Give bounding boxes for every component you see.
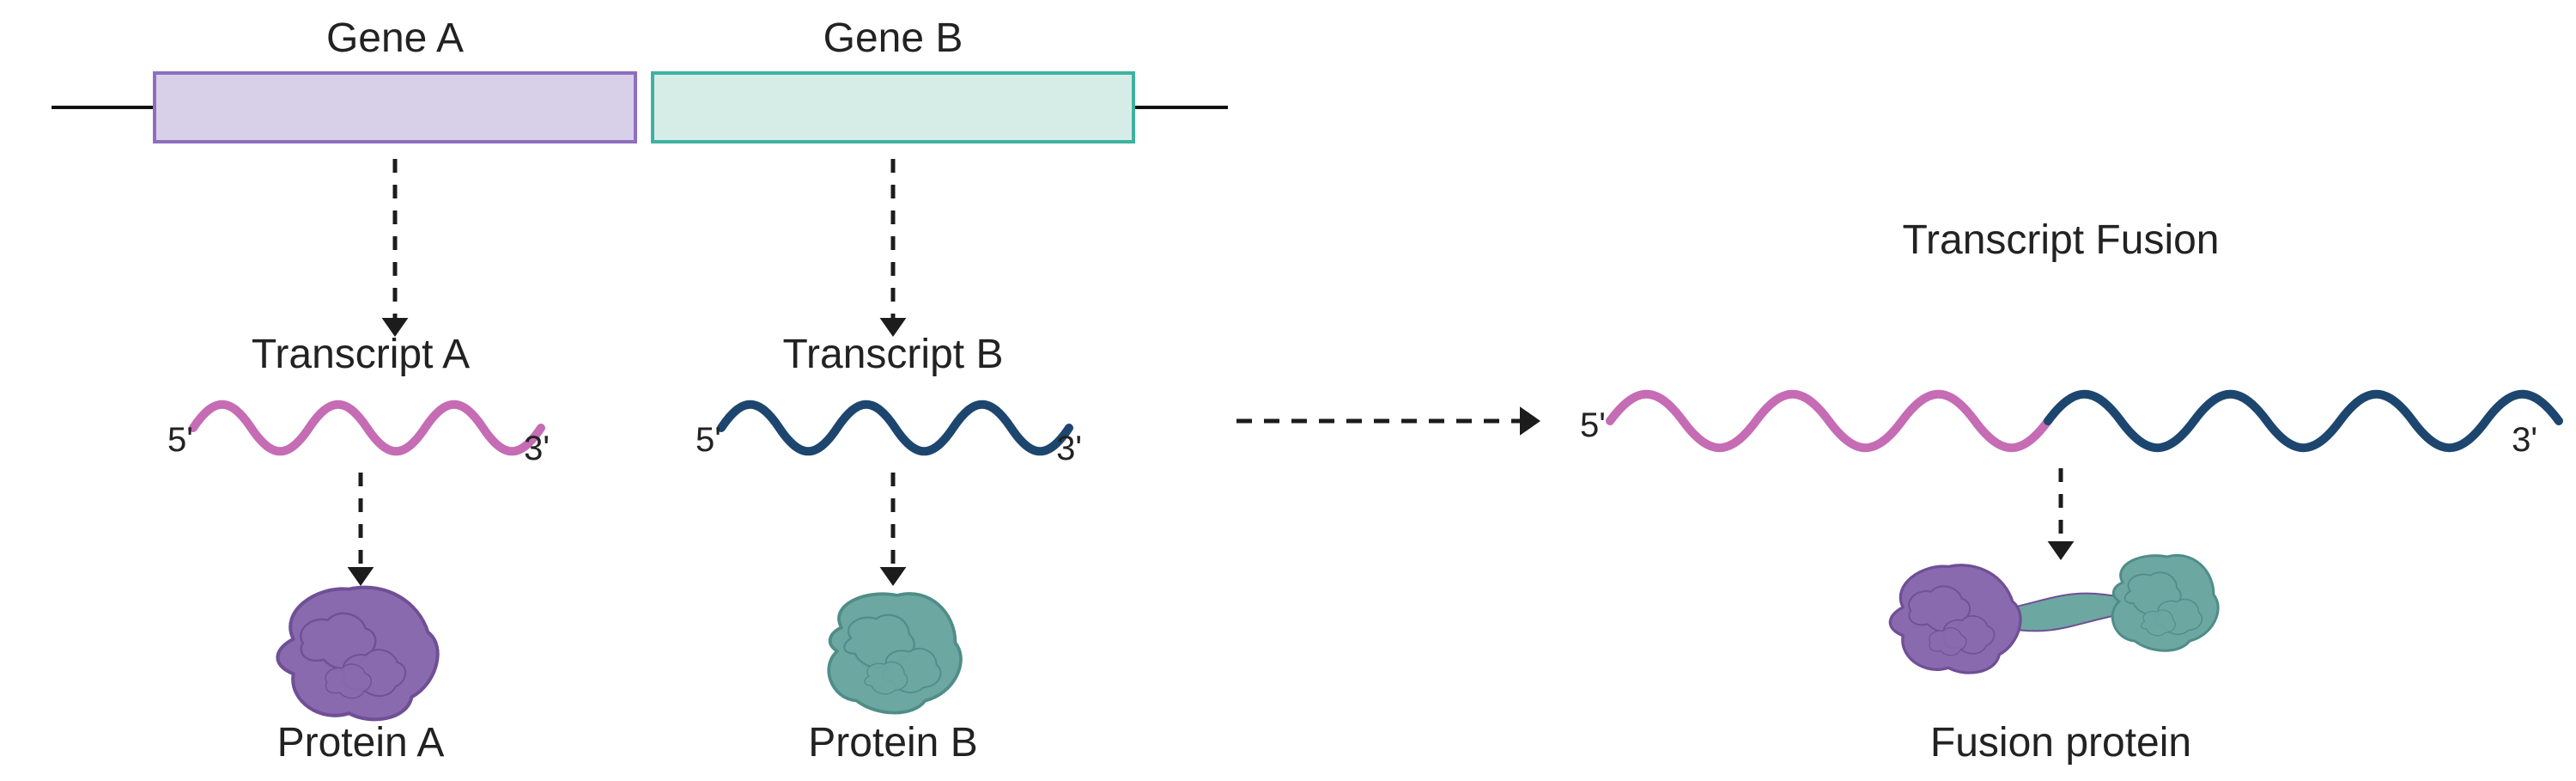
fusion-transcript-part-a bbox=[1610, 394, 2048, 448]
fusion-transcript-part-b bbox=[2048, 394, 2559, 448]
fusion-transcript-title: Transcript Fusion bbox=[1903, 217, 2220, 263]
end-label-b3: 3' bbox=[1056, 430, 1082, 467]
gene-a-box bbox=[155, 73, 635, 142]
transcript-b-rna bbox=[721, 405, 1069, 452]
fusion-diagram: Gene A Gene B Transcript A Transcript B 5' 3'… bbox=[0, 0, 2576, 781]
fusion-protein-part-a bbox=[1890, 565, 2020, 673]
gene-b-label: Gene B bbox=[823, 15, 963, 61]
arrow-transcript-a-to-protein bbox=[348, 473, 374, 586]
arrow-gene-b-to-transcript bbox=[880, 159, 907, 337]
protein-a-blob bbox=[277, 588, 437, 720]
fusion-protein-label: Fusion protein bbox=[1930, 720, 2191, 766]
arrow-gene-a-to-transcript bbox=[382, 159, 409, 337]
gene-a-label: Gene A bbox=[326, 15, 464, 61]
gene-b-box bbox=[653, 73, 1133, 142]
transcript-b-label: Transcript B bbox=[783, 332, 1004, 377]
transcript-a-rna bbox=[193, 405, 541, 452]
end-label-b5: 5' bbox=[696, 421, 721, 459]
end-label-a5: 5' bbox=[167, 421, 193, 459]
protein-b-blob bbox=[829, 594, 961, 713]
protein-b-label: Protein B bbox=[808, 720, 977, 766]
arrow-transcript-b-to-protein bbox=[880, 473, 907, 586]
arrow-fusion-transcript-to-protein bbox=[2048, 468, 2075, 560]
arrow-to-fusion-transcript bbox=[1236, 406, 1540, 436]
protein-a-label: Protein A bbox=[277, 720, 445, 766]
fusion-protein-part-b bbox=[2112, 555, 2218, 650]
transcript-a-label: Transcript A bbox=[252, 332, 470, 377]
end-label-a3: 3' bbox=[524, 430, 550, 467]
end-label-f3: 3' bbox=[2512, 421, 2537, 459]
end-label-f5: 5' bbox=[1580, 406, 1606, 444]
